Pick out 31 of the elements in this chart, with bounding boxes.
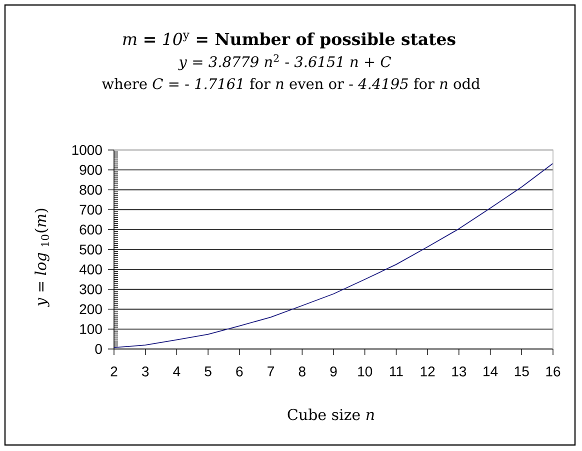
y-tick-label: 500 [80,244,102,254]
x-tick-label: 15 [514,366,529,376]
x-tick-label: 11 [390,366,403,376]
x-tick-label: 3 [142,366,149,376]
y-tick-label: 800 [80,184,102,195]
text: where C = - 1.7161 for n even or - 4.4195 for n odd [102,78,480,90]
chart-title: m = 10$^{y}$ = Number of possible states [123,32,456,48]
chart-subtitle: y = 3.8779 n$^{2}$ - 3.6151 n + C [178,54,392,70]
x-tick-label: 8 [298,366,306,376]
y-tick-label: 100 [80,324,102,334]
y-tick-label: 700 [80,204,102,215]
x-tick-label: 10 [358,366,372,376]
x-tick-label: 9 [330,366,337,376]
x-tick-label: 13 [452,366,466,376]
x-tick-label: 12 [420,366,435,376]
x-tick-label: 14 [484,366,498,376]
x-tick-label: 16 [546,366,560,376]
y-tick-label: 400 [79,264,102,274]
x-axis-title: Cube size n [288,408,374,420]
x-tick-label: 5 [204,366,212,376]
y-tick-label: 1000 [72,145,102,155]
y-tick-label: 900 [80,164,102,175]
y-tick-label: 200 [80,304,102,314]
x-tick-label: 2 [110,366,118,376]
x-tick-label: 6 [236,366,243,376]
y-tick-label: 300 [80,284,102,294]
x-tick-label: 7 [268,366,274,376]
y-tick-label: 0 [95,344,102,354]
x-tick-label: 4 [173,366,180,376]
y-tick-label: 600 [80,224,102,235]
y-axis-title: y = log $_{10}$(m) [34,208,50,307]
